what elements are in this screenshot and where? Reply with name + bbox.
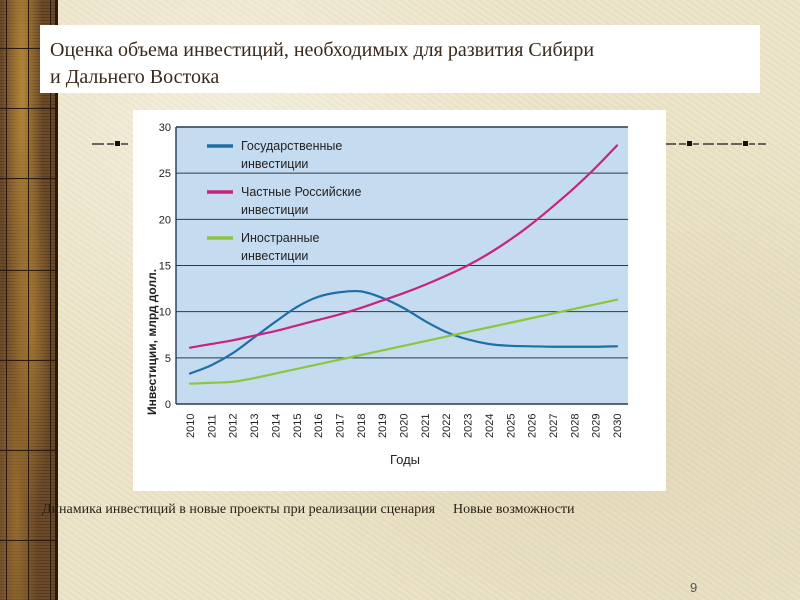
series-line-private-russian — [188, 144, 619, 349]
x-axis-ticks: 2010 2011 2012 2013 2014 2015 2016 2017 2018 2019… — [185, 414, 624, 438]
x-tick-label: 2020 — [399, 414, 411, 438]
legend-item-state: Государственные инвестиции — [207, 139, 342, 171]
decorative-dash-right — [666, 138, 778, 150]
strip-line — [0, 108, 55, 109]
chart-caption: Динамика инвестиций в новые проекты при … — [42, 502, 585, 517]
y-tick-label: 20 — [159, 214, 171, 226]
x-tick-label: 2013 — [249, 414, 261, 438]
decorative-left-strip — [0, 0, 58, 600]
legend-label: Государственные — [241, 139, 342, 153]
x-tick-label: 2023 — [463, 414, 475, 438]
x-tick-label: 2012 — [228, 414, 240, 438]
x-tick-label: 2025 — [505, 414, 517, 438]
legend-item-foreign: Иностранные инвестиции — [207, 231, 320, 263]
series-line-state — [188, 289, 619, 375]
legend-label: Иностранные — [241, 231, 320, 245]
strip-line — [0, 540, 55, 541]
x-tick-label: 2021 — [420, 414, 432, 438]
y-tick-label: 5 — [165, 353, 171, 365]
x-tick-label: 2014 — [270, 414, 282, 438]
strip-line — [28, 0, 29, 600]
x-tick-label: 2018 — [356, 414, 368, 438]
strip-line — [0, 270, 55, 271]
y-tick-label: 30 — [159, 122, 171, 134]
title-line-2: и Дальнего Востока — [50, 66, 220, 88]
slide-title: Оценка объема инвестиций, необходимых дл… — [40, 25, 760, 93]
y-tick-label: 15 — [159, 261, 171, 273]
chart-panel: 0 5 10 15 20 25 30 2010 2011 2012 2013 2014 2015 201… — [133, 110, 666, 491]
legend-label: инвестиции — [241, 249, 308, 263]
y-axis-label: Инвестиции, млрд долл. — [145, 269, 159, 415]
x-tick-label: 2027 — [548, 414, 560, 438]
strip-line — [6, 0, 7, 600]
legend-item-private-russian: Частные Российские инвестиции — [207, 185, 361, 217]
page-number: 9 — [690, 580, 698, 595]
x-axis-label: Годы — [390, 452, 420, 467]
x-tick-label: 2026 — [527, 414, 539, 438]
y-tick-label: 0 — [165, 399, 171, 411]
series-line-foreign — [188, 298, 619, 385]
y-tick-label: 10 — [159, 307, 171, 319]
legend-label: Частные Российские — [241, 185, 361, 199]
x-tick-label: 2010 — [185, 414, 197, 438]
legend-label: инвестиции — [241, 203, 308, 217]
x-tick-label: 2022 — [441, 414, 453, 438]
strip-line — [50, 0, 51, 600]
x-tick-label: 2029 — [591, 414, 603, 438]
x-tick-label: 2015 — [292, 414, 304, 438]
title-line-1: Оценка объема инвестиций, необходимых дл… — [50, 39, 595, 61]
data-lines — [188, 144, 619, 385]
strip-line — [0, 450, 55, 451]
strip-line — [0, 178, 55, 179]
x-tick-label: 2028 — [569, 414, 581, 438]
x-tick-label: 2016 — [313, 414, 325, 438]
x-tick-label: 2017 — [334, 414, 346, 438]
strip-line — [0, 48, 55, 49]
x-tick-label: 2024 — [484, 414, 496, 438]
strip-line — [0, 360, 55, 361]
legend-label: инвестиции — [241, 157, 308, 171]
x-tick-label: 2011 — [206, 414, 218, 438]
gridlines — [175, 126, 628, 405]
y-tick-label: 25 — [159, 168, 171, 180]
y-axis-ticks: 0 5 10 15 20 25 30 — [159, 122, 171, 411]
x-tick-label: 2030 — [612, 414, 624, 438]
decorative-dash-left — [92, 138, 132, 150]
x-tick-label: 2019 — [377, 414, 389, 438]
